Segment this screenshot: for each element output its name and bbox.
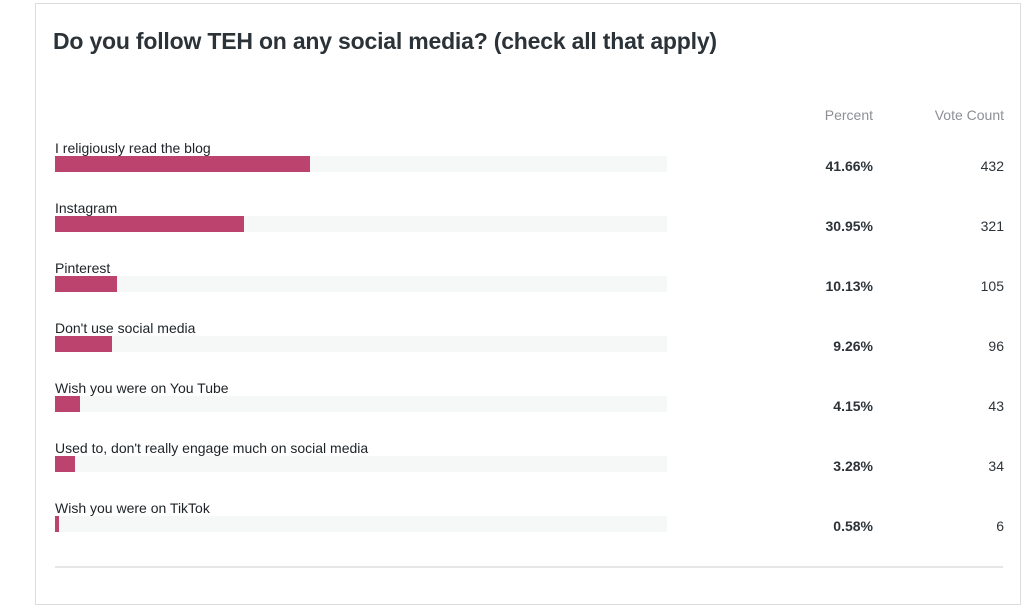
result-row: Wish you were on You Tube 4.15% 43 [0, 380, 1024, 440]
result-row: Wish you were on TikTok 0.58% 6 [0, 500, 1024, 560]
bar-fill [55, 396, 81, 412]
option-label: Used to, don't really engage much on soc… [55, 440, 369, 456]
percent-value: 10.13% [825, 278, 873, 294]
percent-value: 30.95% [825, 218, 873, 234]
percent-value: 41.66% [825, 158, 873, 174]
bar-track [55, 516, 667, 532]
bar-fill [55, 276, 117, 292]
bar-fill [55, 156, 310, 172]
bar-fill [55, 516, 59, 532]
option-label: Instagram [55, 200, 118, 216]
bar-track [55, 276, 667, 292]
result-row: Don't use social media 9.26% 96 [0, 320, 1024, 380]
percent-value: 9.26% [833, 338, 873, 354]
option-label: Wish you were on TikTok [55, 500, 210, 516]
result-row: Pinterest 10.13% 105 [0, 260, 1024, 320]
vote-count-value: 34 [988, 458, 1004, 474]
vote-count-value: 96 [988, 338, 1004, 354]
vote-count-value: 321 [980, 218, 1004, 234]
bar-track [55, 456, 667, 472]
result-row: Instagram 30.95% 321 [0, 200, 1024, 260]
bar-track [55, 156, 667, 172]
result-row: I religiously read the blog 41.66% 432 [0, 140, 1024, 200]
vote-count-value: 43 [988, 398, 1004, 414]
bar-track [55, 216, 667, 232]
bar-track [55, 396, 667, 412]
option-label: Don't use social media [55, 320, 196, 336]
result-row: Used to, don't really engage much on soc… [0, 440, 1024, 500]
bar-fill [55, 216, 245, 232]
option-label: Pinterest [55, 260, 111, 276]
vote-count-column-header: Vote Count [934, 107, 1004, 123]
percent-value: 0.58% [833, 518, 873, 534]
vote-count-value: 432 [980, 158, 1004, 174]
percent-value: 3.28% [833, 458, 873, 474]
bar-fill [55, 456, 76, 472]
option-label: Wish you were on You Tube [55, 380, 229, 396]
poll-results-card [35, 3, 1021, 605]
poll-title: Do you follow TEH on any social media? (… [53, 28, 717, 54]
vote-count-value: 6 [996, 518, 1004, 534]
percent-column-header: Percent [824, 107, 873, 123]
bar-fill [55, 336, 112, 352]
bottom-divider [55, 566, 1003, 568]
percent-value: 4.15% [833, 398, 873, 414]
option-label: I religiously read the blog [55, 140, 211, 156]
bar-track [55, 336, 667, 352]
vote-count-value: 105 [980, 278, 1004, 294]
